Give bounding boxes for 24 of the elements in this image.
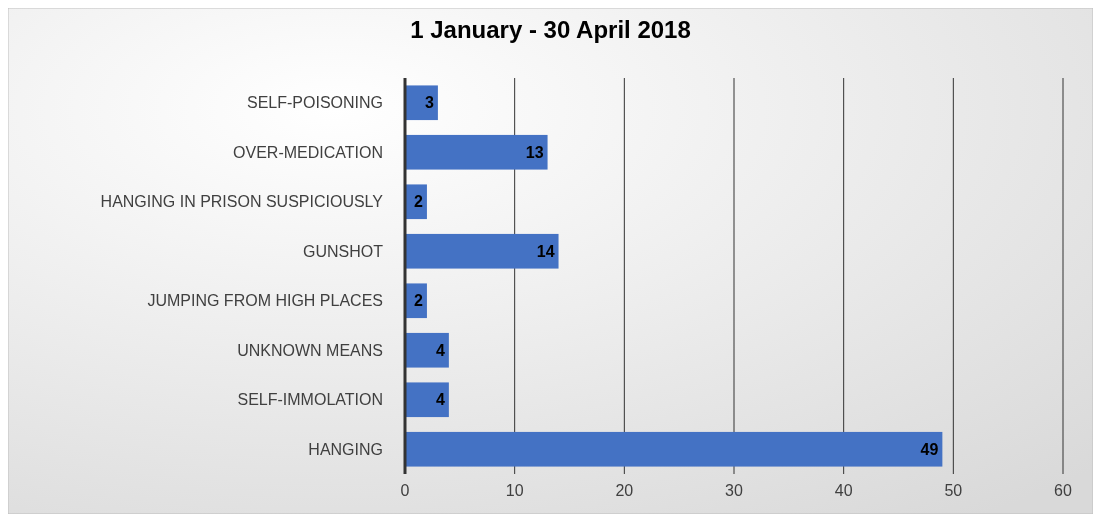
y-tick-label: SELF-IMMOLATION [237,391,383,409]
data-label: 13 [525,143,544,161]
data-label: 2 [414,193,424,211]
x-tick-label: 50 [944,482,963,499]
x-tick-label: 10 [505,482,524,499]
x-tick-label: 20 [615,482,634,499]
y-tick-label: OVER-MEDICATION [233,143,383,161]
chart-title: 1 January - 30 April 2018 [410,16,691,43]
y-tick-label: HANGING [308,440,383,458]
y-tick-label: GUNSHOT [303,242,384,260]
data-label: 2 [414,292,424,310]
data-label: 49 [920,440,939,458]
data-label: 4 [435,341,445,359]
data-label: 3 [424,94,434,112]
y-tick-label: JUMPING FROM HIGH PLACES [147,292,383,310]
y-tick-label: HANGING IN PRISON SUSPICIOUSLY [100,193,384,211]
x-tick-label: 60 [1054,482,1072,499]
y-tick-label: UNKNOWN MEANS [237,341,383,359]
x-tick-label: 30 [725,482,743,499]
x-tick-label: 40 [834,482,853,499]
x-tick-label: 0 [400,482,410,499]
data-label: 4 [435,391,445,409]
data-label: 14 [536,242,555,260]
y-tick-label: SELF-POISONING [246,94,383,112]
